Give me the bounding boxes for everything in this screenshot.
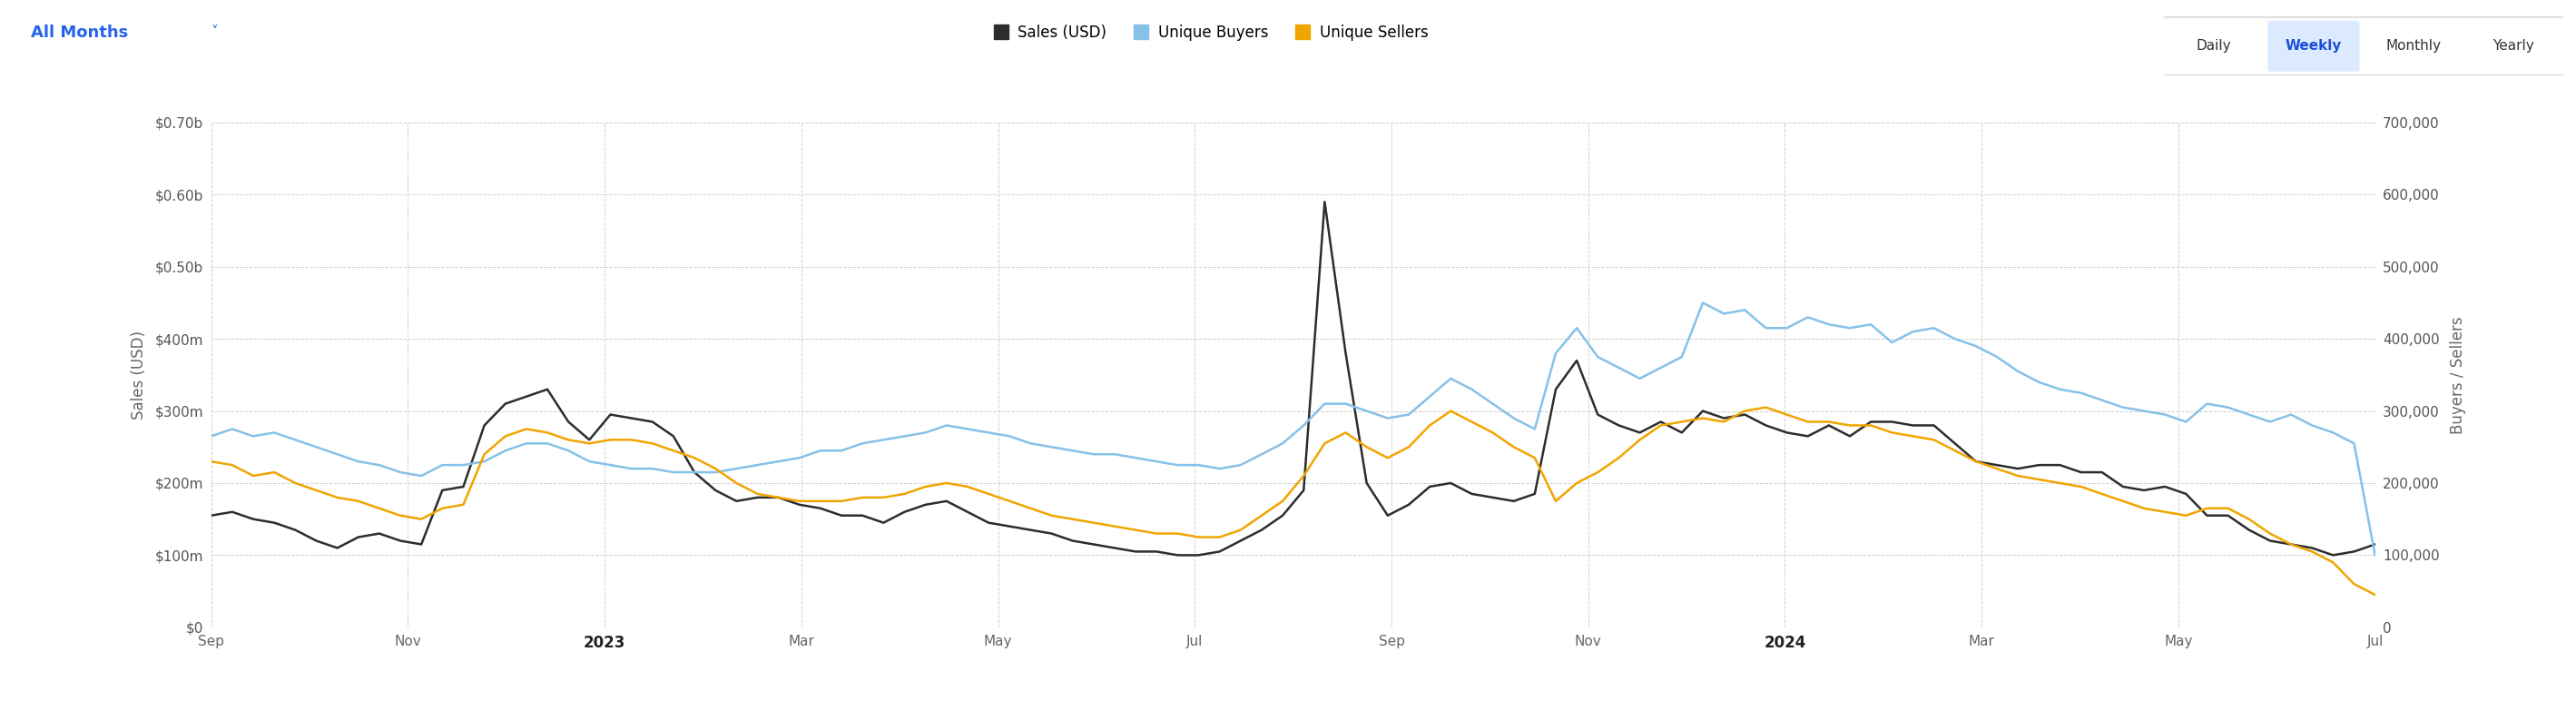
Text: All Months: All Months (31, 25, 129, 40)
FancyBboxPatch shape (2161, 17, 2566, 75)
Legend: Sales (USD), Unique Buyers, Unique Sellers: Sales (USD), Unique Buyers, Unique Selle… (987, 18, 1435, 47)
Y-axis label: Buyers / Sellers: Buyers / Sellers (2450, 316, 2465, 434)
Text: Monthly: Monthly (2385, 40, 2442, 53)
Text: Daily: Daily (2197, 40, 2231, 53)
Text: Yearly: Yearly (2494, 40, 2535, 53)
Text: ˅: ˅ (211, 26, 219, 39)
FancyBboxPatch shape (2267, 21, 2360, 71)
Y-axis label: Sales (USD): Sales (USD) (131, 330, 147, 420)
Text: Weekly: Weekly (2285, 40, 2342, 53)
